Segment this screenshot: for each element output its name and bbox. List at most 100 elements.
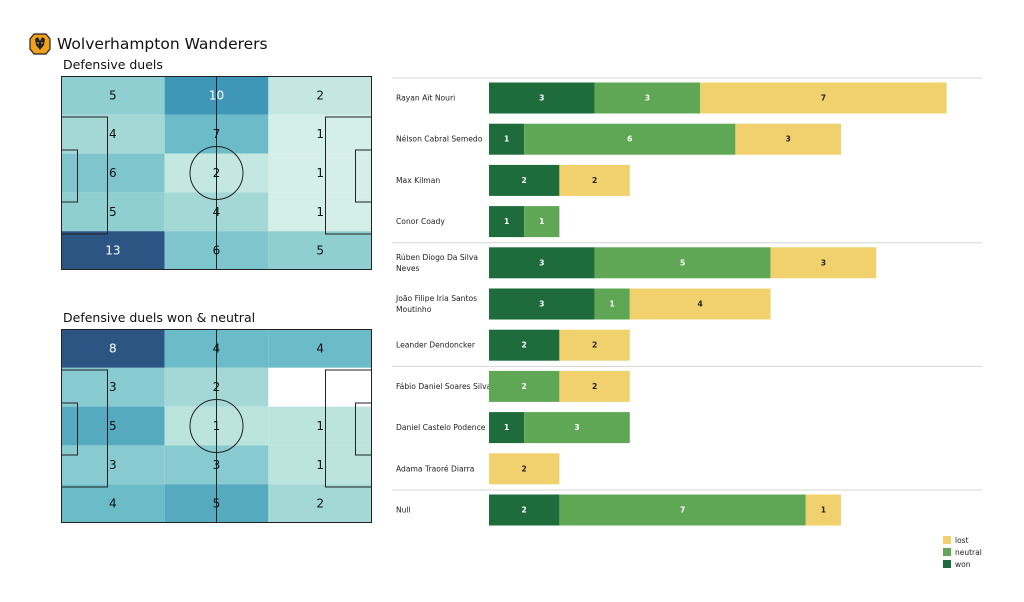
- won-neutral-cell-value: 3: [109, 380, 117, 394]
- duels-cell-value: 2: [316, 88, 324, 102]
- lost-bar-label: 2: [592, 176, 597, 185]
- legend-item-won: won: [943, 558, 982, 570]
- won-neutral-cell-value: 5: [213, 497, 221, 511]
- won-bar-label: 1: [504, 135, 509, 144]
- won-neutral-cell-value: 1: [316, 419, 324, 433]
- neutral-bar: [559, 494, 806, 526]
- wolf-crest-icon: [29, 33, 51, 55]
- duels-cell-value: 6: [213, 244, 221, 258]
- neutral-bar: [594, 247, 771, 279]
- duels-left-goal-box: [61, 149, 78, 203]
- duels-cell: [268, 114, 372, 154]
- won-bar: [489, 247, 595, 279]
- lost-bar-label: 3: [786, 135, 791, 144]
- won-neutral-cell-value: 4: [316, 341, 324, 355]
- player-duels-bar-chart: Rayan Aït Nouri 3 3 7 Nélson Cabral Semedo 1 6…: [390, 76, 982, 531]
- lost-bar-label: 7: [821, 94, 826, 103]
- duels-cell-value: 13: [105, 244, 120, 258]
- neutral-bar-label: 5: [680, 258, 685, 267]
- won-neutral-cell: [268, 445, 372, 485]
- won-bar-label: 3: [539, 94, 544, 103]
- duels-cell: [268, 76, 372, 115]
- lost-bar: [489, 453, 560, 485]
- duels-cell: [61, 114, 165, 154]
- neutral-bar: [524, 206, 560, 238]
- won-neutral-cell: [61, 484, 165, 523]
- player-name-label: João Filipe Iria Santos: [395, 294, 477, 303]
- duels-cell: [268, 153, 372, 193]
- defensive-duels-heatmap: 5 10 2 4 7 1 6 2 1 5 4 1 13 6 5: [61, 76, 372, 270]
- won-neutral-cell: [268, 406, 372, 446]
- won-neutral-cell-value: 1: [316, 458, 324, 472]
- lost-bar-label: 1: [821, 506, 826, 515]
- legend-item-neutral: neutral: [943, 546, 982, 558]
- won-bar: [489, 288, 595, 320]
- neutral-bar-label: 7: [680, 506, 685, 515]
- chart-legend: lost neutral won: [943, 534, 982, 570]
- duels-cell: [61, 153, 165, 193]
- team-header: Wolverhampton Wanderers: [29, 31, 268, 57]
- neutral-bar: [594, 288, 630, 320]
- player-name-label: Conor Coady: [396, 217, 445, 226]
- player-name-label: Adama Traoré Diarra: [396, 464, 474, 473]
- won-neutral-cell-value: 4: [213, 341, 221, 355]
- player-name-label: Rayan Aït Nouri: [396, 94, 455, 103]
- lost-bar: [559, 329, 630, 361]
- won-neutral-cell-value: 4: [109, 497, 117, 511]
- duels-cell-value: 5: [316, 244, 324, 258]
- won-bar-label: 2: [522, 341, 527, 350]
- team-title: Wolverhampton Wanderers: [57, 35, 268, 53]
- legend-swatch: [943, 560, 951, 568]
- won-neutral-cell: [61, 406, 165, 446]
- duels-right-goal-box: [355, 149, 372, 203]
- lost-bar: [559, 164, 630, 196]
- duels-cell-value: 1: [316, 127, 324, 141]
- neutral-bar-label: 6: [627, 135, 632, 144]
- lost-bar: [559, 370, 630, 402]
- defensive-duels-pitch: 5 10 2 4 7 1 6 2 1 5 4 1 13 6 5: [61, 76, 372, 270]
- duels-cell: [61, 192, 165, 232]
- won-bar: [489, 412, 525, 444]
- player-name-label: Max Kilman: [396, 176, 440, 185]
- duels-cell-value: 1: [316, 166, 324, 180]
- won-bar: [489, 329, 560, 361]
- duels-cell-value: 6: [109, 166, 117, 180]
- won-neutral-cell-value: 2: [213, 380, 221, 394]
- lost-bar-label: 3: [821, 258, 826, 267]
- duels-cell-value: 5: [109, 88, 117, 102]
- defensive-duels-won-neutral-heatmap: 8 4 4 3 2 5 1 1 3 3 1 4 5 2: [61, 329, 372, 523]
- duels-cell-value: 7: [213, 127, 221, 141]
- won-neutral-cell: [61, 367, 165, 407]
- lost-bar-label: 2: [522, 464, 527, 473]
- won-bar: [489, 494, 560, 526]
- won-bar-label: 3: [539, 300, 544, 309]
- player-name-label: Fábio Daniel Soares Silva: [396, 382, 491, 391]
- lost-bar: [735, 123, 841, 155]
- neutral-bar-label: 3: [645, 94, 650, 103]
- neutral-bar: [594, 82, 701, 114]
- lost-bar-label: 2: [592, 382, 597, 391]
- duels-cell-value: 4: [213, 205, 221, 219]
- won-bar: [489, 206, 525, 238]
- player-name-label: Moutinho: [396, 305, 432, 314]
- won-bar: [489, 82, 595, 114]
- lost-bar-label: 4: [698, 300, 703, 309]
- player-name-label: Rúben Diogo Da Silva: [396, 253, 478, 262]
- won-neutral-cell-value: 8: [109, 341, 117, 355]
- neutral-bar-label: 1: [539, 217, 544, 226]
- duels-cell: [268, 231, 372, 270]
- won-neutral-cell-value: 5: [109, 419, 117, 433]
- duels-cell-value: 5: [109, 205, 117, 219]
- defensive-duels-title: Defensive duels: [63, 57, 163, 72]
- neutral-bar: [524, 412, 630, 444]
- legend-item-lost: lost: [943, 534, 982, 546]
- lost-bar-label: 2: [592, 341, 597, 350]
- lost-bar: [700, 82, 947, 114]
- player-name-label: Nélson Cabral Semedo: [396, 135, 483, 144]
- won-neutral-cell-value: 1: [213, 419, 221, 433]
- lost-bar: [629, 288, 771, 320]
- won-neutral-cell-value: 2: [316, 497, 324, 511]
- lost-bar: [770, 247, 877, 279]
- neutral-bar: [524, 123, 736, 155]
- won-neutral-cell: [268, 329, 372, 368]
